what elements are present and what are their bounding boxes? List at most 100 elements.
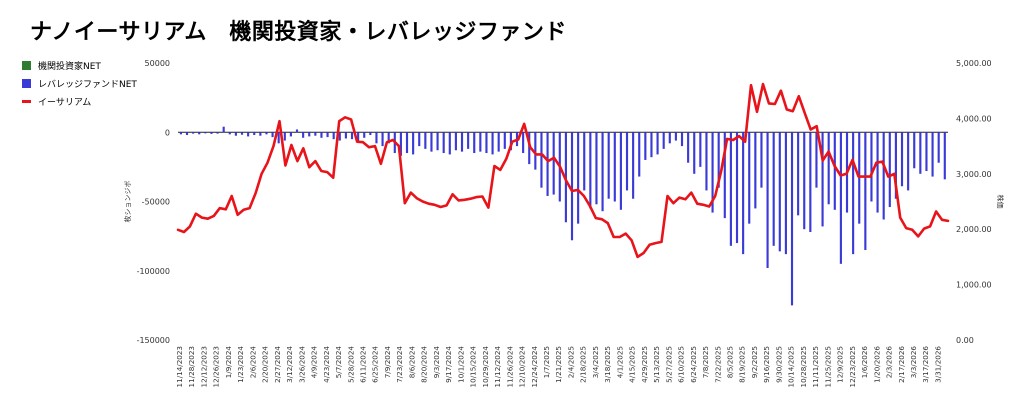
bar-leveraged — [405, 132, 409, 154]
bar-leveraged — [228, 132, 231, 135]
x-tick-label: 2/20/2024 — [261, 346, 270, 383]
bar-leveraged — [894, 132, 897, 199]
chart-title: ナノイーサリアム 機関投資家・レバレッジファンド — [30, 20, 567, 45]
bar-leveraged — [179, 132, 182, 135]
bar-leveraged — [424, 132, 427, 149]
bar-leveraged — [943, 132, 946, 180]
x-tick-label: 3/17/2026 — [921, 346, 930, 383]
bar-leveraged — [344, 132, 347, 139]
bar-leveraged — [748, 132, 751, 224]
bar-leveraged — [357, 132, 360, 141]
bar-leveraged — [375, 132, 378, 144]
bar-leveraged — [803, 132, 806, 230]
bar-leveraged — [821, 132, 824, 227]
bar-leveraged — [907, 132, 910, 191]
y-left-tick-label: 0 — [165, 128, 170, 137]
x-tick-label: 1/9/2024 — [224, 346, 233, 379]
legend-label-institutional: 機関投資家NET — [38, 61, 101, 72]
x-tick-label: 12/23/2025 — [848, 346, 857, 387]
x-tick-label: 4/15/2025 — [628, 346, 637, 383]
y-left-tick-label: -100000 — [137, 267, 170, 276]
bar-leveraged — [326, 132, 329, 138]
bar-leveraged — [332, 132, 335, 140]
bar-leveraged — [491, 132, 494, 155]
x-tick-label: 12/10/2024 — [518, 346, 527, 388]
bar-leveraged — [320, 132, 323, 138]
bar-leveraged — [277, 132, 280, 144]
bar-leveraged — [668, 132, 671, 144]
bar-leveraged — [632, 132, 635, 199]
x-tick-label: 12/24/2024 — [530, 346, 539, 388]
bar-leveraged — [662, 132, 665, 149]
y-right-tick-label: 1,000.00 — [956, 281, 992, 290]
bar-leveraged — [625, 132, 629, 191]
bar-leveraged — [528, 132, 531, 165]
x-tick-label: 1/20/2026 — [872, 346, 881, 383]
x-tick-label: 2/27/2024 — [273, 346, 282, 383]
x-tick-label: 9/3/2024 — [432, 346, 441, 379]
bar-series — [179, 126, 946, 306]
bar-leveraged — [467, 132, 470, 149]
bar-leveraged — [503, 132, 506, 149]
bar-leveraged — [436, 132, 439, 151]
x-tick-label: 3/18/2025 — [603, 346, 612, 383]
bar-leveraged — [198, 132, 201, 135]
x-tick-label: 2/4/2025 — [567, 346, 576, 378]
bar-leveraged — [705, 132, 708, 191]
bar-leveraged — [387, 132, 390, 144]
y-left-tick-label: -50000 — [142, 198, 170, 207]
bar-leveraged — [369, 132, 372, 136]
x-tick-label: 7/9/2024 — [383, 346, 392, 379]
x-tick-label: 11/14/2023 — [175, 346, 184, 387]
bar-leveraged — [185, 132, 189, 136]
x-tick-label: 7/8/2025 — [701, 346, 710, 378]
x-tick-label: 11/26/2024 — [505, 346, 514, 388]
bar-leveraged — [485, 132, 488, 154]
y-right-tick-label: 3,000.00 — [956, 170, 992, 179]
x-tick-label: 3/12/2024 — [285, 346, 294, 383]
bar-leveraged — [687, 132, 690, 163]
x-tick-label: 7/23/2024 — [395, 346, 404, 383]
bar-leveraged — [619, 132, 622, 210]
bar-leveraged — [656, 132, 659, 155]
x-tick-label: 2/18/2025 — [579, 346, 588, 383]
x-tick-label: 4/23/2024 — [322, 346, 331, 383]
bar-leveraged — [247, 132, 250, 137]
y-right-tick-label: 0.00 — [956, 336, 974, 345]
bar-leveraged — [589, 132, 592, 209]
bar-leveraged — [729, 132, 732, 246]
y-right-axis-label: 株価 — [996, 195, 1005, 209]
bar-leveraged — [540, 132, 543, 188]
y-right-tick-label: 4,000.00 — [956, 114, 992, 123]
x-tick-label: 5/28/2024 — [346, 346, 355, 383]
x-tick-label: 9/17/2024 — [444, 346, 453, 383]
bar-leveraged — [204, 132, 207, 134]
x-tick-label: 1/23/2024 — [236, 346, 245, 383]
bar-leveraged — [583, 132, 586, 191]
x-tick-label: 9/16/2025 — [762, 346, 771, 383]
line-ethereum-price — [176, 82, 950, 259]
bar-leveraged — [265, 132, 268, 135]
bar-leveraged — [479, 132, 482, 152]
x-tick-label: 3/31/2026 — [934, 346, 943, 383]
legend-label-price: イーサリアム — [38, 97, 92, 108]
x-tick-label: 2/3/2026 — [885, 346, 894, 379]
x-tick-label: 5/7/2024 — [334, 346, 343, 379]
bar-leveraged — [827, 132, 830, 205]
bar-leveraged — [271, 132, 274, 138]
y-left-axis-label: 枚ションジボ — [123, 181, 132, 223]
x-tick-label: 9/2/2025 — [750, 346, 759, 378]
x-tick-label: 9/30/2025 — [774, 346, 783, 383]
bar-leveraged — [240, 132, 244, 135]
bar-leveraged — [900, 132, 904, 187]
x-tick-label: 1/21/2025 — [554, 346, 563, 383]
legend-item-leveraged: レバレッジファンドNET — [22, 74, 137, 92]
bar-leveraged — [888, 132, 891, 208]
bar-leveraged — [454, 132, 457, 151]
x-tick-label: 8/6/2024 — [407, 346, 416, 379]
bar-leveraged — [766, 132, 769, 268]
x-tick-label: 8/20/2024 — [420, 346, 429, 383]
axis-labels: 50000 0 -50000 -100000 -150000 5,000.00 4,000.… — [123, 59, 1005, 387]
x-tick-label: 11/12/2024 — [493, 346, 502, 388]
